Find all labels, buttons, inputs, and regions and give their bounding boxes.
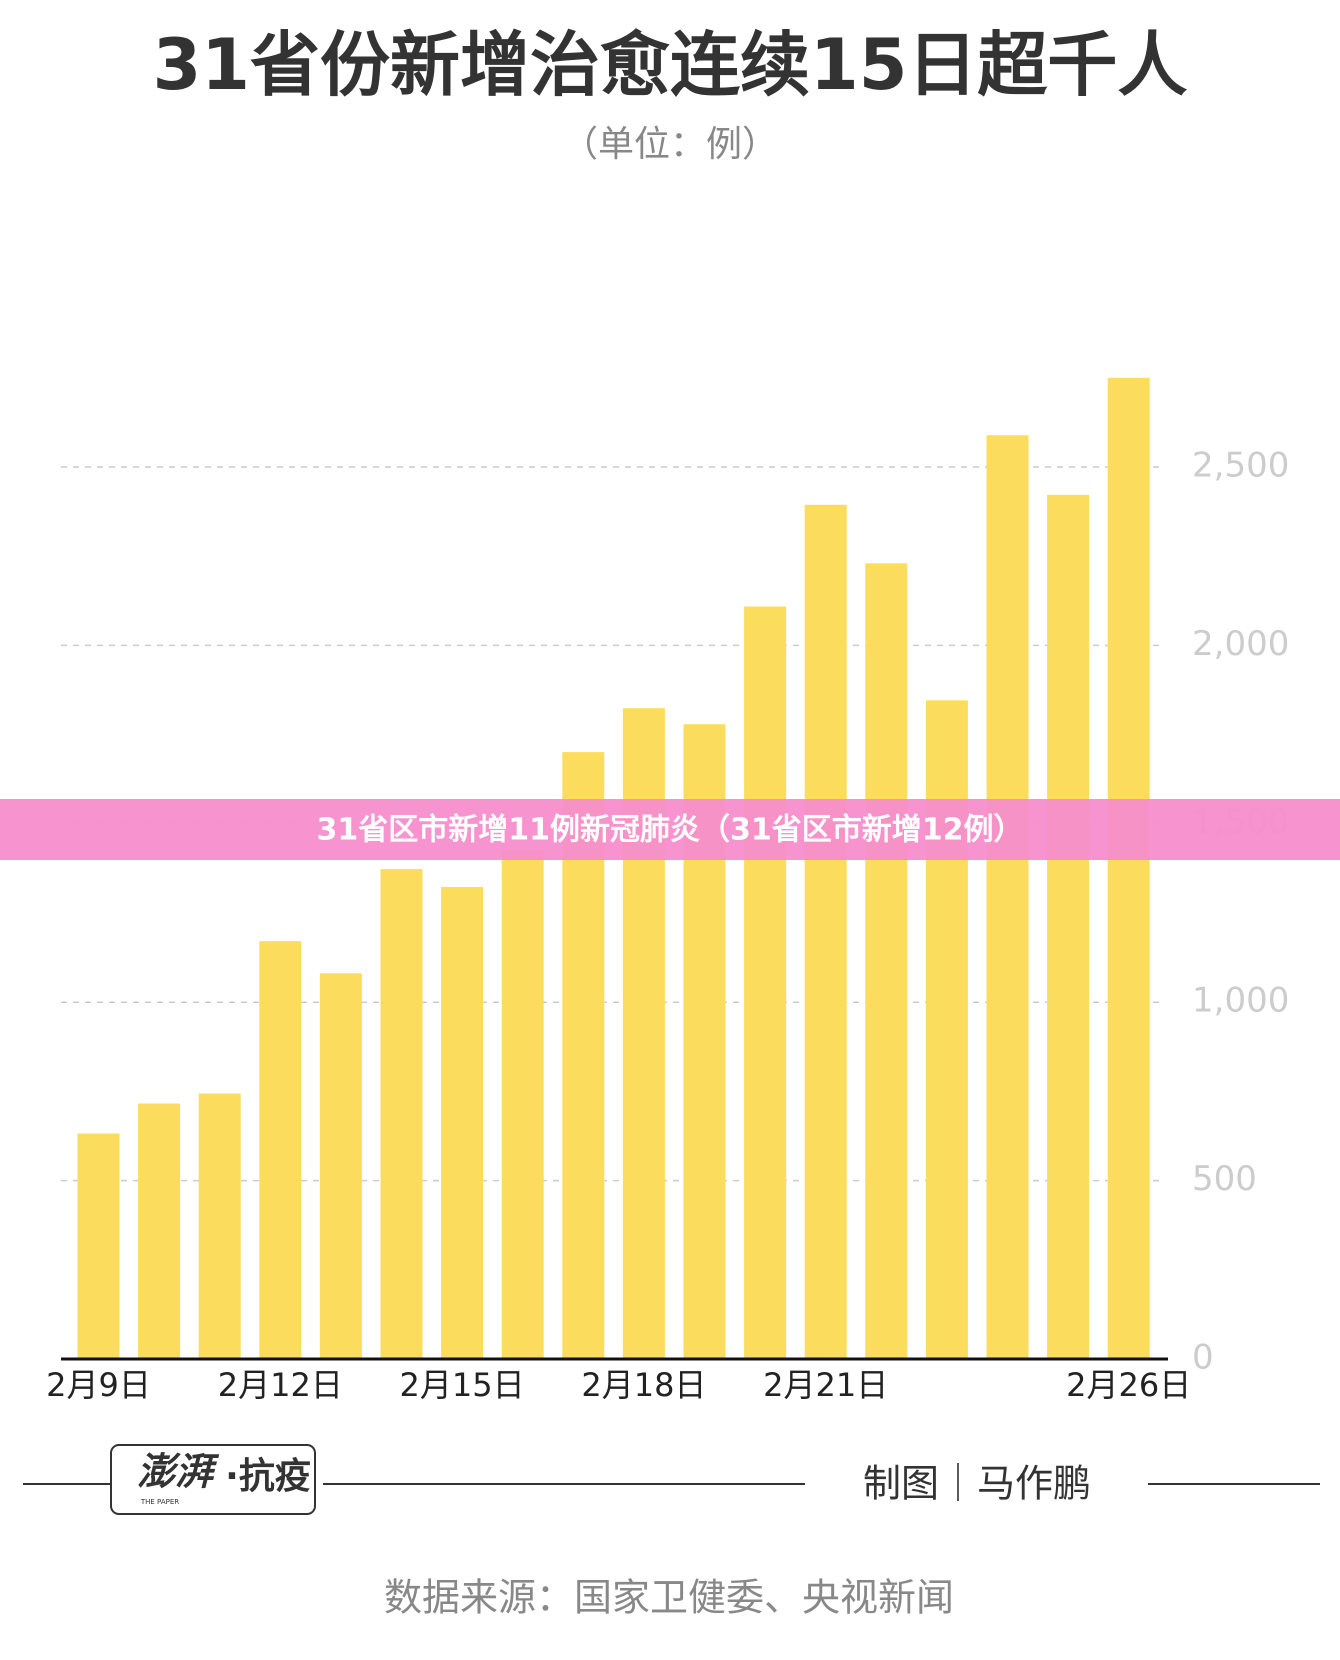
- bar: [138, 1103, 181, 1359]
- logo-box: [110, 1444, 316, 1515]
- bar: [380, 869, 423, 1359]
- bar: [77, 1133, 120, 1359]
- bar: [198, 1093, 241, 1359]
- x-tick-label: 2月15日: [400, 1366, 525, 1404]
- x-tick-label: 2月26日: [1066, 1366, 1191, 1404]
- bar: [1107, 377, 1150, 1359]
- banner: [0, 799, 1340, 860]
- banner-text: 31省区市新增11例新冠肺炎（31省区市新增12例）: [317, 813, 1024, 848]
- logo-section: ·抗疫: [225, 1455, 311, 1497]
- bar: [259, 941, 302, 1359]
- logo-tagline: THE PAPER: [140, 1498, 179, 1506]
- source: 数据来源：国家卫健委、央视新闻: [384, 1576, 954, 1620]
- x-tick-label: 2月9日: [46, 1366, 151, 1404]
- chart-title: 31省份新增治愈连续15日超千人: [153, 24, 1188, 106]
- y-tick-label: 0: [1192, 1338, 1214, 1378]
- x-tick-label: 2月21日: [763, 1366, 888, 1404]
- bar: [865, 563, 908, 1359]
- bar: [501, 850, 544, 1359]
- bar: [319, 973, 362, 1359]
- bar: [441, 886, 484, 1359]
- bar: [1047, 494, 1090, 1359]
- logo: 澎湃: [137, 1450, 220, 1494]
- plot: 05001,0001,5002,0002,5002月9日2月12日2月15日2月…: [46, 377, 1289, 1404]
- credit: 制图｜马作鹏: [863, 1462, 1091, 1506]
- x-tick-label: 2月12日: [218, 1366, 343, 1404]
- y-tick-label: 1,000: [1192, 981, 1289, 1021]
- y-tick-label: 2,500: [1192, 446, 1289, 486]
- y-tick-label: 2,000: [1192, 624, 1289, 664]
- y-tick-label: 500: [1192, 1159, 1257, 1199]
- bar: [986, 435, 1029, 1359]
- bar: [744, 606, 787, 1359]
- bar: [804, 504, 847, 1359]
- chart-subtitle: （单位：例）: [562, 124, 778, 165]
- x-tick-label: 2月18日: [581, 1366, 706, 1404]
